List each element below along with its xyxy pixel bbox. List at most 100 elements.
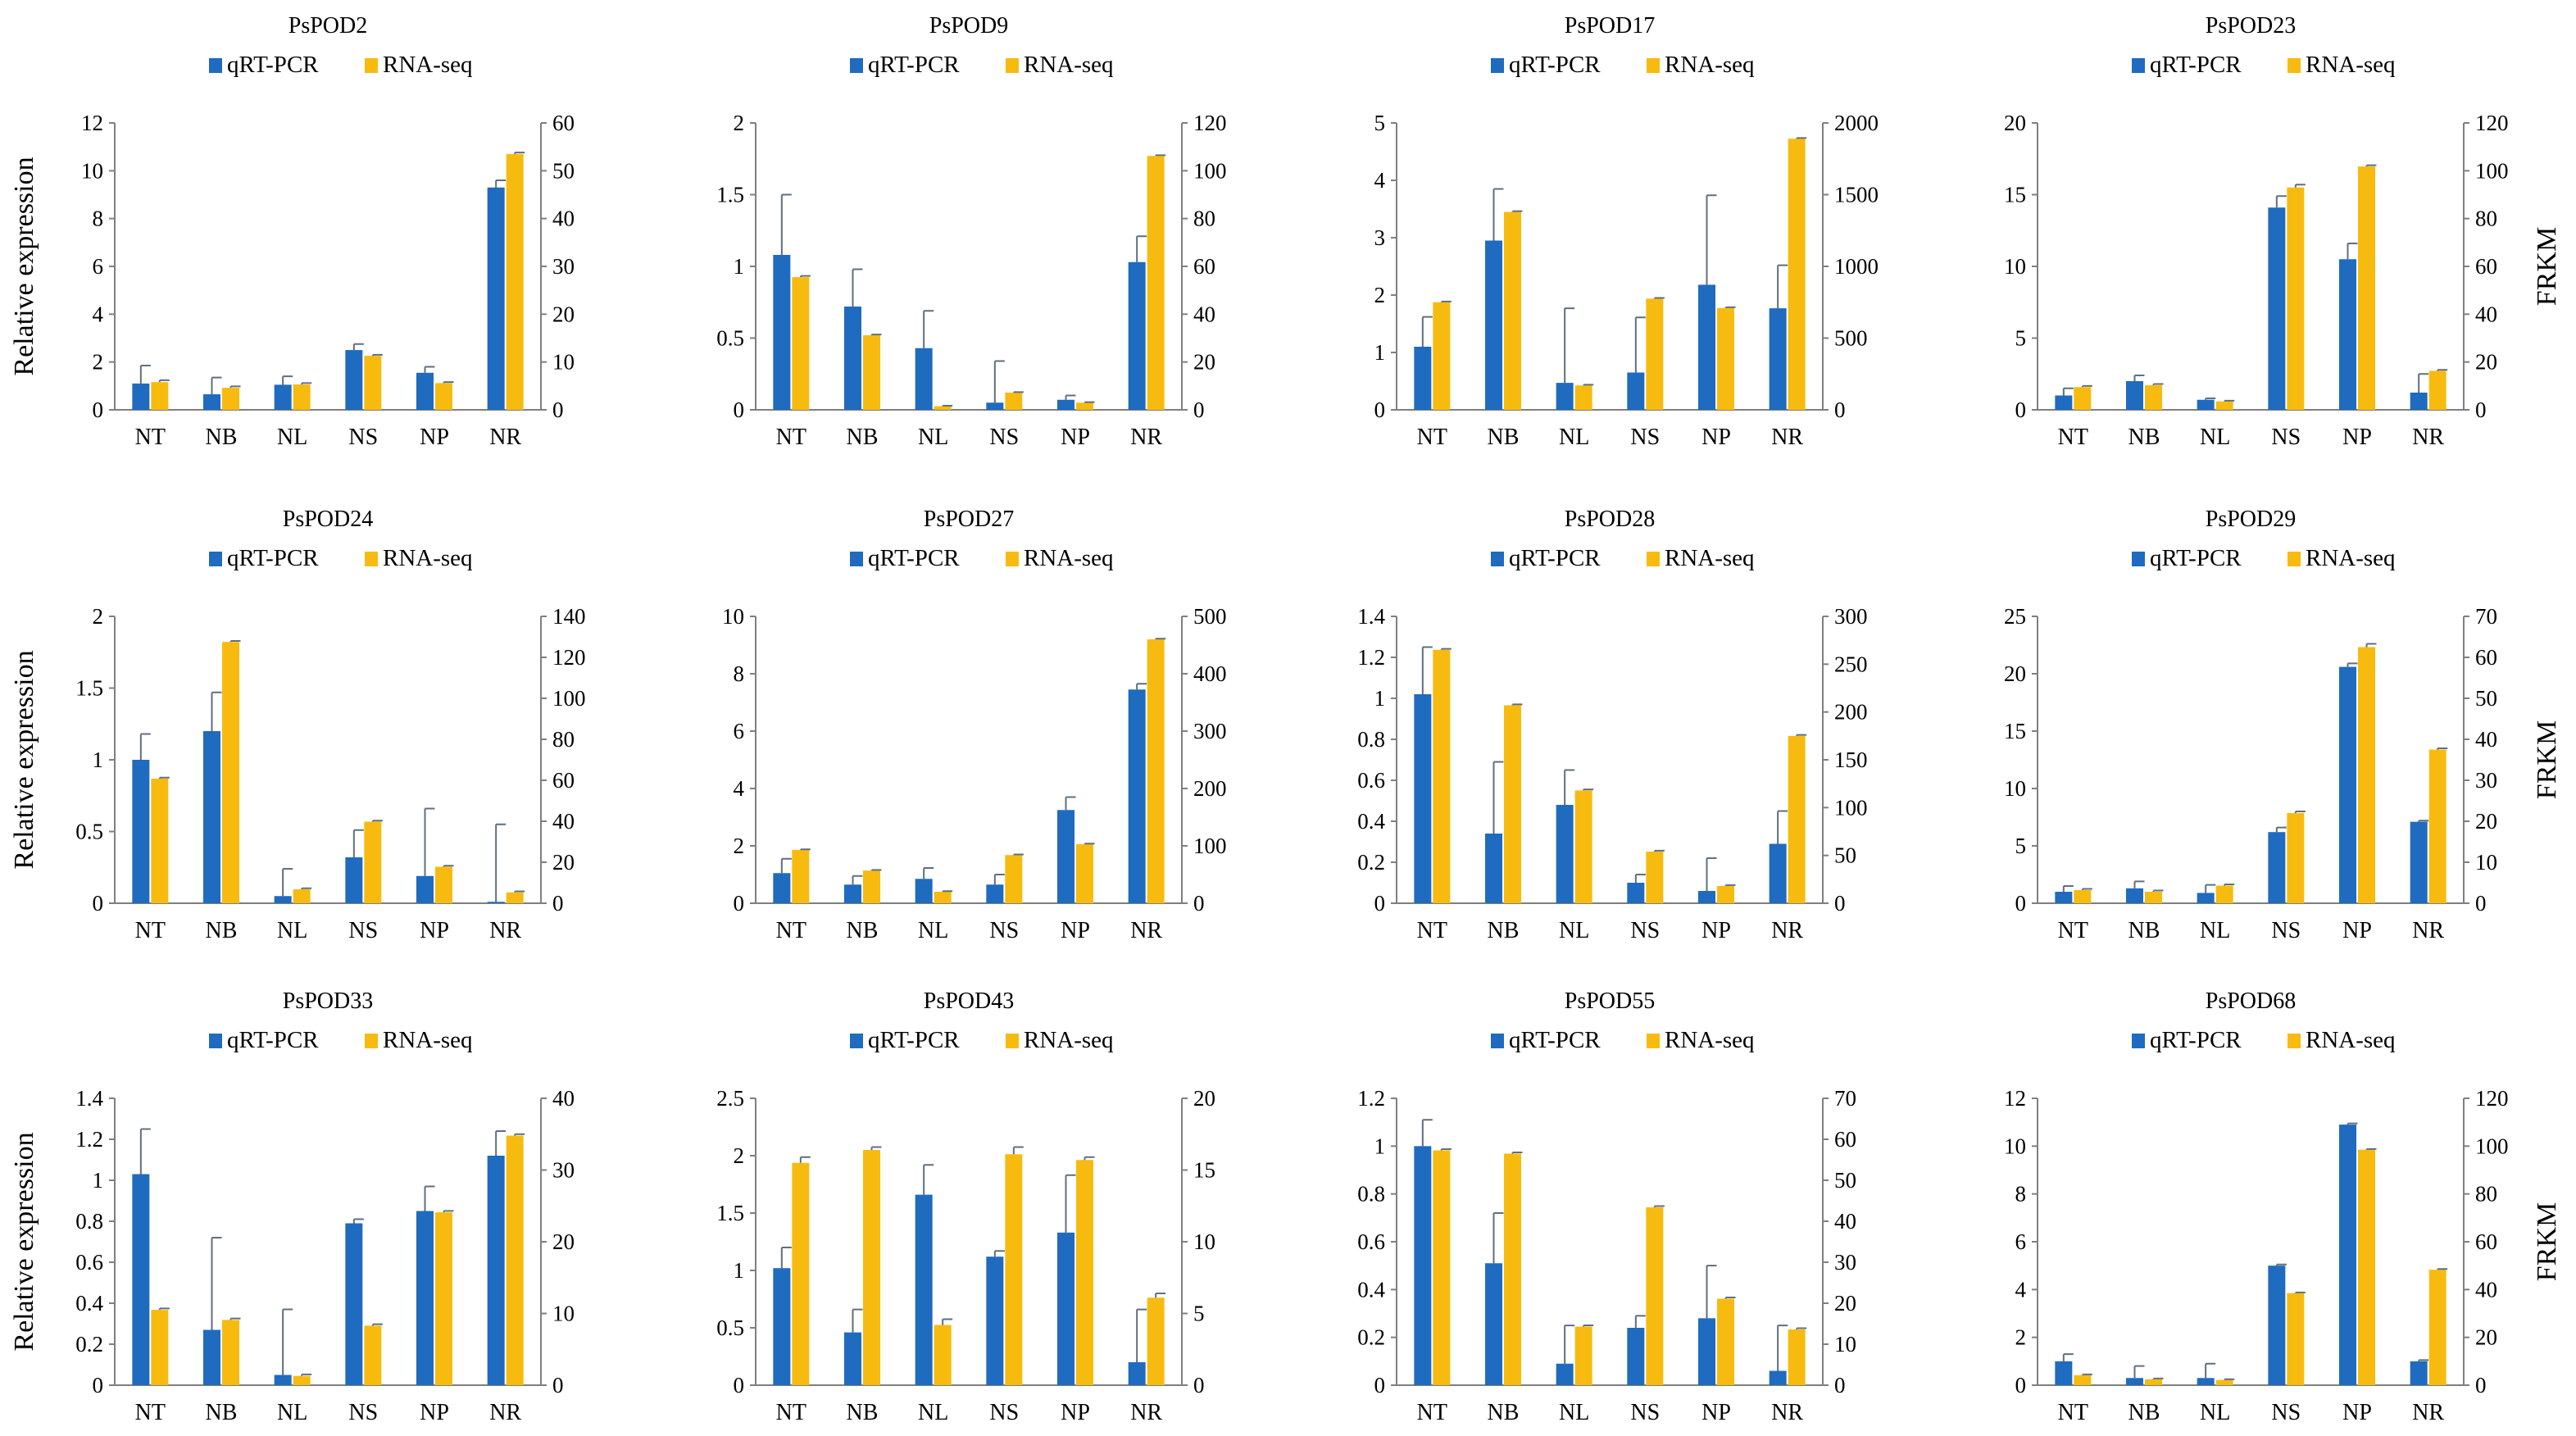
- right-tick-label: 150: [1834, 748, 1868, 772]
- category-label: NT: [2058, 1400, 2088, 1425]
- error-bar-qrt-pcr: [1421, 646, 1433, 694]
- bar-qrt-pcr: [2268, 1266, 2286, 1385]
- category-label: NT: [1417, 918, 1447, 943]
- right-tick-label: 20: [2475, 809, 2497, 834]
- left-tick-label: 0.5: [75, 820, 103, 844]
- bar-qrt-pcr: [1128, 261, 1146, 410]
- error-bar-qrt-pcr: [2133, 375, 2145, 381]
- bar-qrt-pcr: [2197, 893, 2215, 903]
- chart-title: PsPOD29: [2206, 507, 2296, 532]
- bar-rna-seq: [2215, 1379, 2233, 1385]
- left-tick-label: 8: [734, 661, 745, 686]
- left-tick-label: 2: [2015, 1325, 2027, 1350]
- bar-qrt-pcr: [1057, 810, 1074, 903]
- legend-swatch-qrt-pcr: [1491, 58, 1504, 73]
- bar-rna-seq: [1717, 886, 1734, 903]
- left-tick-label: 1.5: [716, 183, 744, 207]
- chart-title: PsPOD68: [2206, 988, 2296, 1014]
- error-bar-rna-seq: [1796, 1327, 1807, 1329]
- error-bar-rna-seq: [371, 820, 383, 822]
- left-tick-label: 1.5: [716, 1201, 744, 1225]
- bar-qrt-pcr: [915, 879, 933, 903]
- category-label: NP: [420, 1400, 449, 1425]
- right-tick-label: 2000: [1834, 111, 1879, 135]
- error-bar-qrt-pcr: [2418, 373, 2429, 393]
- right-tick-label: 10: [552, 1302, 575, 1326]
- bar-rna-seq: [863, 870, 880, 903]
- category-label: NR: [489, 918, 521, 943]
- error-bar-qrt-pcr: [1492, 1212, 1504, 1264]
- error-bar-qrt-pcr: [139, 733, 151, 760]
- right-tick-label: 10: [1193, 1229, 1215, 1254]
- right-tick-label: 30: [2475, 768, 2497, 793]
- bar-qrt-pcr: [1769, 1370, 1787, 1385]
- bar-qrt-pcr: [2339, 259, 2356, 410]
- bar-qrt-pcr: [986, 884, 1004, 903]
- bar-qrt-pcr: [844, 1332, 861, 1385]
- legend-label-qrt-pcr: qRT-PCR: [1509, 1027, 1601, 1053]
- bar-rna-seq: [364, 1325, 382, 1385]
- error-bar-rna-seq: [1583, 384, 1594, 386]
- right-tick-label: 40: [552, 1086, 575, 1111]
- bar-qrt-pcr: [1485, 834, 1502, 903]
- bar-qrt-pcr: [274, 896, 292, 903]
- error-bar-rna-seq: [514, 890, 525, 893]
- category-label: NS: [348, 918, 378, 943]
- bar-qrt-pcr: [416, 1211, 434, 1385]
- legend-swatch-rna-seq: [365, 552, 378, 566]
- legend-label-qrt-pcr: qRT-PCR: [2150, 545, 2242, 571]
- bar-rna-seq: [2358, 1149, 2375, 1385]
- legend-label-qrt-pcr: qRT-PCR: [868, 1027, 960, 1053]
- category-label: NR: [1771, 425, 1803, 450]
- error-bar-rna-seq: [158, 379, 170, 383]
- error-bar-rna-seq: [1440, 1148, 1452, 1151]
- left-tick-label: 0.5: [716, 326, 744, 351]
- category-label: NL: [277, 918, 307, 943]
- bar-qrt-pcr: [2410, 1361, 2428, 1385]
- left-tick-label: 20: [2004, 111, 2026, 135]
- right-tick-label: 20: [552, 850, 575, 875]
- category-label: NR: [2412, 918, 2444, 943]
- bar-qrt-pcr: [915, 348, 933, 410]
- category-label: NT: [1417, 425, 1447, 450]
- category-label: NR: [2412, 1400, 2444, 1425]
- right-tick-label: 80: [2475, 207, 2497, 231]
- bar-rna-seq: [1147, 1297, 1165, 1385]
- bar-rna-seq: [1076, 402, 1093, 410]
- right-tick-label: 100: [552, 686, 586, 711]
- category-label: NL: [918, 1400, 948, 1425]
- left-tick-label: 6: [734, 719, 745, 743]
- left-tick-label: 1.5: [75, 676, 103, 701]
- error-bar-rna-seq: [1796, 734, 1807, 736]
- error-bar-qrt-pcr: [2205, 398, 2216, 400]
- bar-rna-seq: [1646, 298, 1664, 410]
- bar-rna-seq: [1788, 1329, 1806, 1385]
- error-bar-rna-seq: [2294, 184, 2306, 188]
- error-bar-qrt-pcr: [2275, 826, 2287, 833]
- error-bar-qrt-pcr: [1706, 857, 1717, 891]
- right-tick-label: 1000: [1834, 254, 1879, 279]
- chart-pspod28: PsPOD28 qRT-PCR RNA-seq 0 0.2 0.4 0.6 0.8 1 1.2 1.…: [1357, 507, 1867, 943]
- error-bar-rna-seq: [1724, 884, 1736, 886]
- error-bar-rna-seq: [1012, 1146, 1024, 1155]
- bar-rna-seq: [863, 335, 880, 410]
- bar-qrt-pcr: [2126, 888, 2143, 903]
- category-label: NL: [2200, 425, 2230, 450]
- category-label: NR: [1130, 918, 1162, 943]
- error-bar-qrt-pcr: [2133, 880, 2145, 888]
- error-bar-qrt-pcr: [1421, 1119, 1433, 1147]
- bar-qrt-pcr: [1698, 284, 1715, 410]
- error-bar-rna-seq: [799, 275, 811, 278]
- error-bar-rna-seq: [1012, 391, 1024, 393]
- bar-qrt-pcr: [487, 1156, 505, 1385]
- error-bar-qrt-pcr: [1492, 188, 1504, 241]
- bar-rna-seq: [2428, 1270, 2447, 1385]
- right-tick-label: 100: [2475, 1134, 2509, 1158]
- chart-pspod55: PsPOD55 qRT-PCR RNA-seq 0 0.2 0.4 0.6 0.8 1 1.2 0 1…: [1357, 988, 1856, 1425]
- bar-qrt-pcr: [844, 307, 861, 410]
- bar-rna-seq: [506, 1135, 524, 1385]
- bar-rna-seq: [1504, 705, 1521, 903]
- right-tick-label: 50: [1834, 1168, 1856, 1193]
- error-bar-qrt-pcr: [2347, 1122, 2358, 1125]
